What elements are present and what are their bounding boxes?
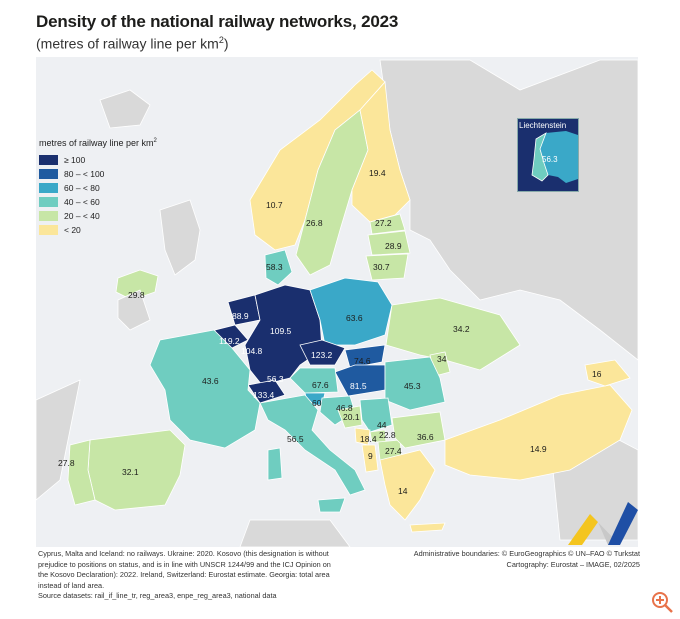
label-lithuania: 30.7 — [373, 262, 390, 272]
region-crete — [409, 522, 446, 533]
label-ukraine: 34.2 — [453, 324, 470, 334]
region-albania — [361, 444, 379, 473]
footnote-text: Cyprus, Malta and Iceland: no railways. … — [38, 549, 331, 590]
label-hungary: 81.5 — [350, 381, 367, 391]
label-czechia: 123.2 — [311, 350, 333, 360]
credits-cartography: Cartography: Eurostat – IMAGE, 02/2025 — [506, 559, 640, 569]
eurostat-logo — [568, 502, 638, 545]
label-serbia: 44 — [377, 420, 387, 430]
region-lithuania — [365, 253, 409, 281]
label-kosovo: 22.8 — [379, 430, 396, 440]
label-moldova: 34 — [437, 354, 447, 364]
legend-item: 40 – < 60 — [39, 195, 157, 209]
legend-label: 40 – < 60 — [64, 197, 100, 207]
label-finland: 19.4 — [369, 168, 386, 178]
credits: Administrative boundaries: © EuroGeograp… — [414, 549, 640, 570]
legend: metres of railway line per km2 ≥ 100 80 … — [39, 138, 157, 237]
inset-value: 56.3 — [542, 155, 558, 164]
label-latvia: 28.9 — [385, 241, 402, 251]
footnote: Cyprus, Malta and Iceland: no railways. … — [38, 549, 338, 602]
region-greece — [379, 449, 436, 521]
region-bulgaria — [391, 411, 446, 449]
region-turkey — [444, 384, 633, 481]
map-subtitle: (metres of railway line per km2) — [36, 35, 229, 52]
region-bosnia — [337, 405, 363, 429]
region-estonia — [369, 213, 406, 235]
source-text: Source datasets: rail_if_line_tr, reg_ar… — [38, 591, 277, 600]
label-poland: 63.6 — [346, 313, 363, 323]
label-albania: 9 — [368, 451, 373, 461]
region-france — [149, 329, 261, 449]
legend-swatch — [39, 183, 58, 193]
label-iceland: 29.8 — [128, 290, 145, 300]
label-north-macedonia: 27.4 — [385, 446, 402, 456]
label-georgia: 16 — [592, 369, 602, 379]
label-denmark: 58.3 — [266, 262, 283, 272]
label-turkey: 14.9 — [530, 444, 547, 454]
region-sicily — [317, 497, 346, 513]
region-poland — [309, 277, 393, 346]
legend-label: 60 – < 80 — [64, 183, 100, 193]
zoom-in-icon[interactable] — [650, 590, 674, 614]
label-netherlands: 88.9 — [232, 311, 249, 321]
label-sweden: 26.8 — [306, 218, 323, 228]
label-liechtenstein: 56.3 — [267, 374, 284, 384]
label-bulgaria: 36.6 — [417, 432, 434, 442]
label-montenegro: 18.4 — [360, 434, 377, 444]
legend-item: 80 – < 100 — [39, 167, 157, 181]
region-portugal — [67, 439, 96, 506]
region-latvia — [367, 230, 411, 256]
region-austria — [289, 367, 339, 394]
label-portugal: 27.8 — [58, 458, 75, 468]
legend-item: 20 – < 40 — [39, 209, 157, 223]
label-romania: 45.3 — [404, 381, 421, 391]
region-sardinia — [267, 447, 283, 481]
region-ukraine — [385, 297, 521, 371]
legend-swatch — [39, 155, 58, 165]
legend-label: ≥ 100 — [64, 155, 86, 165]
legend-swatch — [39, 169, 58, 179]
label-italy: 56.5 — [287, 434, 304, 444]
region-slovakia — [344, 344, 386, 369]
label-slovenia: 60 — [312, 398, 322, 408]
inset-name: Liechtenstein — [519, 121, 567, 130]
label-luxembourg: 104.8 — [241, 346, 263, 356]
region-italy — [259, 394, 366, 496]
label-estonia: 27.2 — [375, 218, 392, 228]
label-greece: 14 — [398, 486, 408, 496]
legend-label: 80 – < 100 — [64, 169, 105, 179]
label-slovakia: 74.6 — [354, 356, 371, 366]
credits-boundaries: Administrative boundaries: © EuroGeograp… — [413, 549, 640, 558]
label-norway: 10.7 — [266, 200, 283, 210]
legend-swatch — [39, 211, 58, 221]
legend-item: ≥ 100 — [39, 153, 157, 167]
legend-label: < 20 — [64, 225, 81, 235]
region-switzerland — [247, 379, 286, 404]
region-germany — [244, 284, 323, 386]
region-serbia — [359, 397, 393, 433]
label-switzerland: 133.4 — [253, 390, 275, 400]
label-austria: 67.6 — [312, 380, 329, 390]
label-bosnia: 20.1 — [343, 412, 360, 422]
label-spain: 32.1 — [122, 467, 139, 477]
label-france: 43.6 — [202, 376, 219, 386]
region-denmark — [264, 249, 293, 286]
map-title: Density of the national railway networks… — [36, 12, 399, 31]
label-croatia: 46.8 — [336, 403, 353, 413]
legend-item: 60 – < 80 — [39, 181, 157, 195]
liechtenstein-inset: Liechtenstein 56.3 — [517, 118, 579, 192]
legend-label: 20 – < 40 — [64, 211, 100, 221]
label-belgium: 119.2 — [219, 336, 240, 346]
legend-title: metres of railway line per km2 — [39, 138, 157, 148]
legend-swatch — [39, 225, 58, 235]
legend-swatch — [39, 197, 58, 207]
region-iceland — [115, 269, 159, 301]
region-czechia — [299, 339, 346, 366]
region-georgia — [584, 359, 631, 387]
label-germany: 109.5 — [270, 326, 292, 336]
legend-item: < 20 — [39, 223, 157, 237]
